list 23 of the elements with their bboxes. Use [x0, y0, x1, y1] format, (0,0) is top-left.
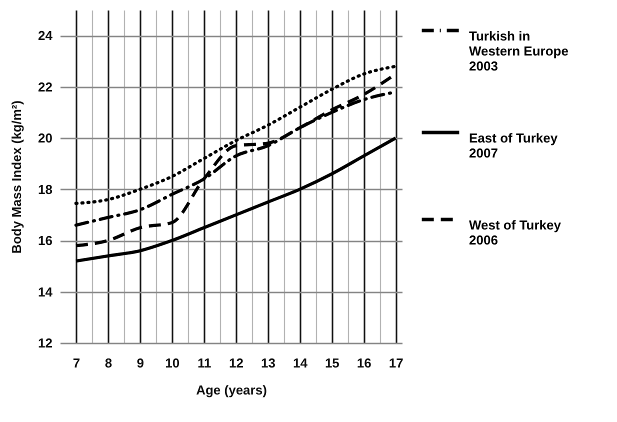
y-tick-label: 18 [38, 182, 52, 197]
y-tick-label: 12 [38, 336, 52, 350]
x-tick-label: 11 [197, 356, 212, 370]
y-tick-label: 24 [38, 28, 54, 44]
y-tick-label: 16 [38, 233, 52, 248]
x-tick-label: 15 [324, 356, 340, 370]
legend-label: West of Turkey 2006 [469, 218, 562, 248]
x-tick-label: 12 [229, 356, 244, 370]
x-tick-label: 17 [388, 356, 404, 370]
x-tick-label: 8 [104, 356, 112, 370]
x-tick-label: 10 [165, 356, 180, 370]
x-tick-label: 7 [72, 356, 80, 370]
y-axis-title: Body Mass Index (kg/m²) [9, 100, 24, 254]
x-axis-title: Age (years) [196, 382, 267, 398]
y-tick-label: 14 [38, 284, 54, 300]
y-tick-label: 22 [38, 79, 52, 94]
x-tick-label: 16 [356, 356, 372, 370]
x-tick-label: 14 [292, 356, 308, 370]
x-tick-label: 13 [261, 356, 276, 370]
legend-label: Turkish in Western Europe 2003 [469, 28, 568, 74]
y-tick-label: 20 [38, 130, 52, 146]
legend-label: East of Turkey 2007 [469, 130, 558, 160]
x-tick-label: 9 [136, 356, 144, 370]
